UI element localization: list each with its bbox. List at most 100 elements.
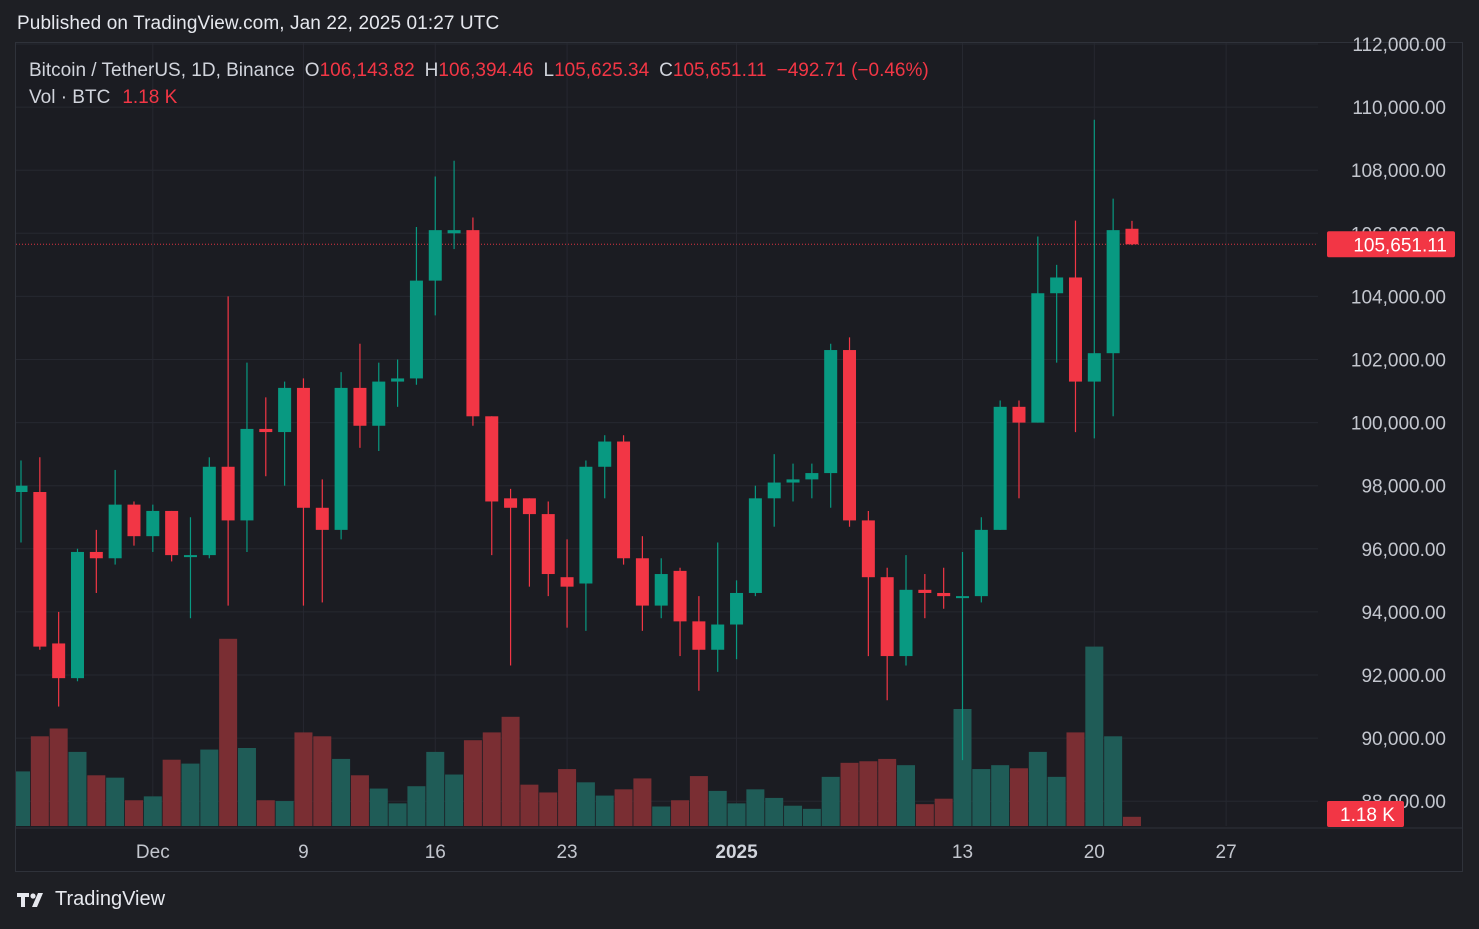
time-tick-label: 9	[298, 842, 309, 863]
time-tick-label: 23	[556, 842, 577, 863]
volume-bar	[934, 798, 953, 826]
candle-body[interactable]	[786, 479, 800, 483]
candle-body[interactable]	[579, 466, 593, 584]
volume-value: 1.18 K	[122, 86, 178, 108]
candle-body[interactable]	[165, 510, 179, 556]
candle-body[interactable]	[522, 498, 536, 515]
candle-body[interactable]	[89, 551, 103, 559]
candle-body[interactable]	[1068, 277, 1082, 382]
candle-body[interactable]	[843, 350, 857, 521]
candle-body[interactable]	[1012, 406, 1026, 423]
chart-legend: Bitcoin / TetherUS, 1D, Binance O 106,143…	[29, 57, 929, 111]
candle-body[interactable]	[711, 624, 725, 650]
candle-body[interactable]	[504, 498, 518, 508]
symbol-title[interactable]: Bitcoin / TetherUS, 1D, Binance	[29, 59, 295, 81]
candle-body[interactable]	[409, 280, 423, 379]
price-tick-label: 104,000.00	[1351, 287, 1446, 308]
candle-body[interactable]	[899, 589, 913, 657]
volume-label[interactable]: Vol · BTC	[29, 86, 111, 108]
volume-bar	[332, 758, 351, 826]
candle-body[interactable]	[315, 507, 329, 530]
candle-body[interactable]	[937, 592, 951, 597]
high-label: H	[424, 59, 439, 81]
volume-bar	[445, 774, 464, 826]
candle-body[interactable]	[956, 596, 969, 599]
candle-body[interactable]	[33, 492, 47, 647]
candle-body[interactable]	[259, 428, 273, 433]
last-volume-tag-label: 1.18 K	[1340, 805, 1395, 826]
candle-body[interactable]	[918, 589, 932, 593]
volume-bar	[106, 777, 125, 826]
chart-frame[interactable]	[15, 42, 1463, 872]
candle-body[interactable]	[15, 485, 28, 493]
volume-bar	[388, 803, 407, 826]
candle-body[interactable]	[428, 230, 442, 281]
candle-body[interactable]	[824, 350, 838, 474]
candle-body[interactable]	[1031, 293, 1045, 423]
candle-body[interactable]	[993, 406, 1007, 530]
candle-body[interactable]	[767, 482, 781, 499]
candle-body[interactable]	[146, 510, 160, 537]
volume-bar	[143, 796, 162, 826]
published-caption: Published on TradingView.com, Jan 22, 20…	[17, 13, 500, 34]
price-tick-label: 94,000.00	[1361, 603, 1446, 624]
price-tick-label: 100,000.00	[1351, 414, 1446, 435]
candle-body[interactable]	[1125, 228, 1139, 245]
candle-body[interactable]	[466, 230, 480, 417]
candle-body[interactable]	[673, 570, 687, 622]
time-tick-label: 27	[1216, 842, 1237, 863]
candle-body[interactable]	[391, 378, 405, 382]
candle-body[interactable]	[296, 387, 310, 508]
volume-bar	[482, 732, 501, 826]
candle-body[interactable]	[108, 504, 122, 559]
candle-body[interactable]	[654, 574, 668, 606]
candle-body[interactable]	[1087, 353, 1101, 382]
volume-bar	[1104, 736, 1123, 826]
candle-body[interactable]	[334, 387, 348, 530]
candle-body[interactable]	[353, 387, 367, 426]
time-tick-label: Dec	[136, 842, 170, 863]
candle-body[interactable]	[598, 441, 612, 467]
candle-body[interactable]	[560, 577, 574, 587]
volume-bar	[68, 751, 87, 826]
candle-body[interactable]	[541, 514, 555, 575]
candle-body[interactable]	[278, 387, 292, 433]
volume-bar	[1028, 751, 1047, 826]
price-tick-label: 92,000.00	[1361, 666, 1446, 687]
volume-bar	[1085, 646, 1104, 826]
volume-bar	[313, 736, 332, 826]
tradingview-footer[interactable]: TradingView	[17, 888, 165, 911]
candle-body[interactable]	[974, 529, 988, 597]
time-tick-label: 2025	[715, 842, 758, 863]
candle-body[interactable]	[240, 428, 254, 521]
candle-body[interactable]	[221, 466, 235, 521]
candle-body[interactable]	[748, 498, 762, 593]
candle-body[interactable]	[372, 381, 386, 426]
volume-bar	[652, 806, 671, 826]
candle-body[interactable]	[70, 551, 84, 679]
volume-bar	[576, 782, 595, 826]
candle-body[interactable]	[127, 504, 141, 537]
volume-bar	[671, 800, 690, 826]
candle-body[interactable]	[692, 621, 706, 650]
candle-body[interactable]	[861, 520, 875, 578]
candle-body[interactable]	[447, 230, 461, 234]
volume-bar	[16, 771, 30, 826]
tradingview-logo-icon	[17, 890, 47, 910]
candle-body[interactable]	[805, 473, 819, 480]
candle-body[interactable]	[183, 555, 197, 558]
low-value: 105,625.34	[554, 59, 650, 81]
candle-body[interactable]	[617, 441, 631, 559]
volume-bar	[407, 786, 426, 826]
candle-body[interactable]	[635, 558, 649, 606]
candle-body[interactable]	[202, 466, 216, 556]
candle-body[interactable]	[52, 643, 66, 679]
candle-body[interactable]	[1106, 230, 1120, 354]
plot-area[interactable]	[12, 43, 1318, 826]
volume-bar	[1009, 768, 1028, 826]
candle-body[interactable]	[1050, 277, 1064, 294]
candle-body[interactable]	[485, 416, 499, 502]
candle-body[interactable]	[730, 592, 744, 625]
candle-body[interactable]	[880, 577, 894, 657]
